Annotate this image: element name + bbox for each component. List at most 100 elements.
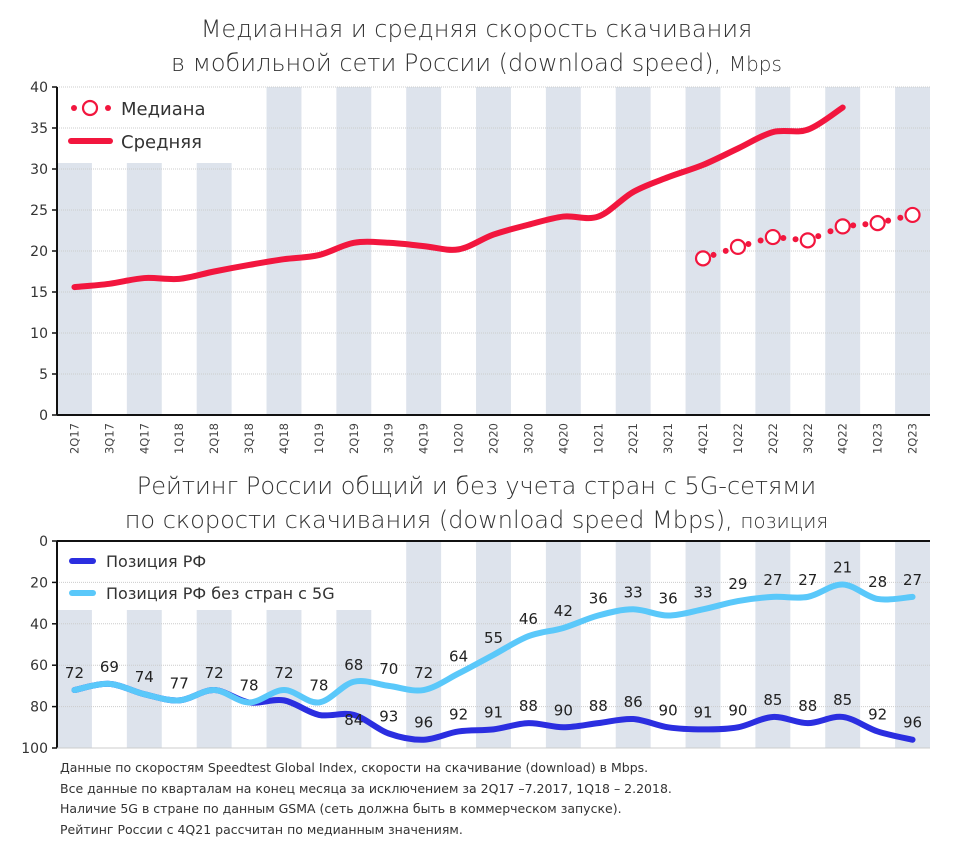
category-band [895,541,930,748]
y-tick-label: 0 [39,408,48,424]
rank-no-5g-data-label: 72 [205,664,224,682]
y-tick-label: 25 [30,203,48,219]
y-tick-label: 40 [30,617,48,633]
rank-no-5g-data-label: 72 [274,664,293,682]
median-point [694,250,712,267]
x-tick-label: 4Q17 [137,423,151,454]
category-band [545,541,581,748]
x-tick-label: 3Q17 [102,423,116,454]
legend-mean-label: Средняя [121,132,202,153]
rank-no-5g-data-label: 77 [170,674,189,692]
legend-median-dot [71,105,77,111]
legend-rank-label: Позиция РФ [106,552,206,571]
x-tick-label: 1Q21 [591,423,605,454]
rank-no-5g-data-label: 78 [309,676,328,694]
category-band [685,541,721,748]
rank-no-5g-data-label: 36 [659,590,678,608]
rank-data-label: 88 [798,697,817,715]
x-tick-label: 4Q19 [417,423,431,454]
rank-data-label: 85 [763,691,782,709]
y-tick-label: 30 [30,162,48,178]
median-dot [827,228,834,235]
x-tick-label: 1Q23 [871,423,885,454]
rank-data-label: 92 [868,705,887,723]
x-tick-label: 2Q17 [67,423,81,454]
y-tick-label: 15 [30,285,48,301]
x-tick-label: 4Q21 [696,423,710,454]
rank-no-5g-data-label: 33 [624,583,643,601]
median-point [764,228,781,246]
category-band [825,87,861,415]
rank-no-5g-data-label: 29 [728,575,747,593]
median-point [799,232,816,249]
rank-no-5g-data-label: 68 [344,656,363,674]
median-dot [792,236,799,243]
median-dot [710,251,717,258]
rank-no-5g-data-label: 55 [484,629,503,647]
y-tick-label: 20 [30,244,48,260]
rank-no-5g-data-label: 78 [240,676,259,694]
rank-data-label: 84 [344,711,363,729]
median-dot [850,222,857,229]
x-tick-label: 3Q18 [242,423,256,454]
x-tick-label: 2Q20 [487,423,501,454]
x-tick-label: 3Q21 [661,423,675,454]
top-chart-title-line1: Медианная и средняя скорость скачивания [200,15,753,43]
legend-median-dot [105,105,111,111]
rank-data-label: 96 [903,714,922,732]
rank-data-label: 90 [728,701,747,719]
mean-speed-line [71,104,846,291]
median-dot [757,237,764,244]
x-tick-label: 2Q18 [207,423,221,454]
median-dot [780,235,787,242]
median-point [904,206,921,224]
median-point [729,238,747,255]
median-dot [897,214,904,221]
category-band [406,541,442,748]
rank-no-5g-data-label: 42 [554,602,573,620]
rank-no-5g-data-label: 27 [763,571,782,589]
x-tick-label: 2Q23 [906,423,920,454]
x-tick-label: 1Q19 [312,423,326,454]
median-dot [815,233,822,240]
x-tick-label: 1Q20 [452,423,466,454]
rank-data-label: 86 [624,693,643,711]
rank-data-label: 88 [589,697,608,715]
x-tick-label: 1Q22 [731,423,745,454]
rank-no-5g-data-label: 33 [693,583,712,601]
top-chart-title: Медианная и средняя скорость скачивания … [0,12,953,81]
y-tick-label: 20 [30,575,48,591]
x-tick-label: 4Q20 [556,423,570,454]
median-dot [722,247,729,254]
category-band [895,87,930,415]
bottom-chart-title-line2-text: по скорости скачивания (download speed M… [124,506,733,534]
category-band [196,163,232,415]
x-tick-label: 3Q19 [382,423,396,454]
rank-no-5g-data-label: 36 [589,590,608,608]
rank-data-label: 90 [554,701,573,719]
median-dot [745,240,752,247]
legend-median-icon [81,99,99,117]
rank-no-5g-data-label: 69 [100,658,119,676]
x-tick-label: 2Q22 [766,423,780,454]
x-tick-label: 1Q18 [172,423,186,454]
legend-rank-no-5g-label: Позиция РФ без стран с 5G [106,584,335,603]
footnote: Все данные по кварталам на конец месяца … [60,780,672,796]
x-tick-label: 3Q20 [521,423,535,454]
y-tick-label: 80 [30,700,48,716]
bottom-chart-unit: позиция [740,509,829,533]
y-tick-label: 40 [30,80,48,96]
category-band [196,610,232,748]
y-tick-label: 0 [39,534,48,550]
rank-no-5g-data-label: 27 [798,571,817,589]
top-chart-unit: Mbps [728,52,782,76]
median-point [869,215,886,232]
rank-no-5g-line [71,581,916,706]
y-tick-label: 10 [30,326,48,342]
rank-no-5g-data-label: 27 [903,571,922,589]
top-chart-title-line2: в мобильной сети России (download speed)… [0,46,953,81]
rank-data-label: 93 [379,708,398,726]
bottom-chart-title-line1: Рейтинг России общий и без учета стран с… [136,472,817,500]
rank-no-5g-data-label: 72 [65,664,84,682]
